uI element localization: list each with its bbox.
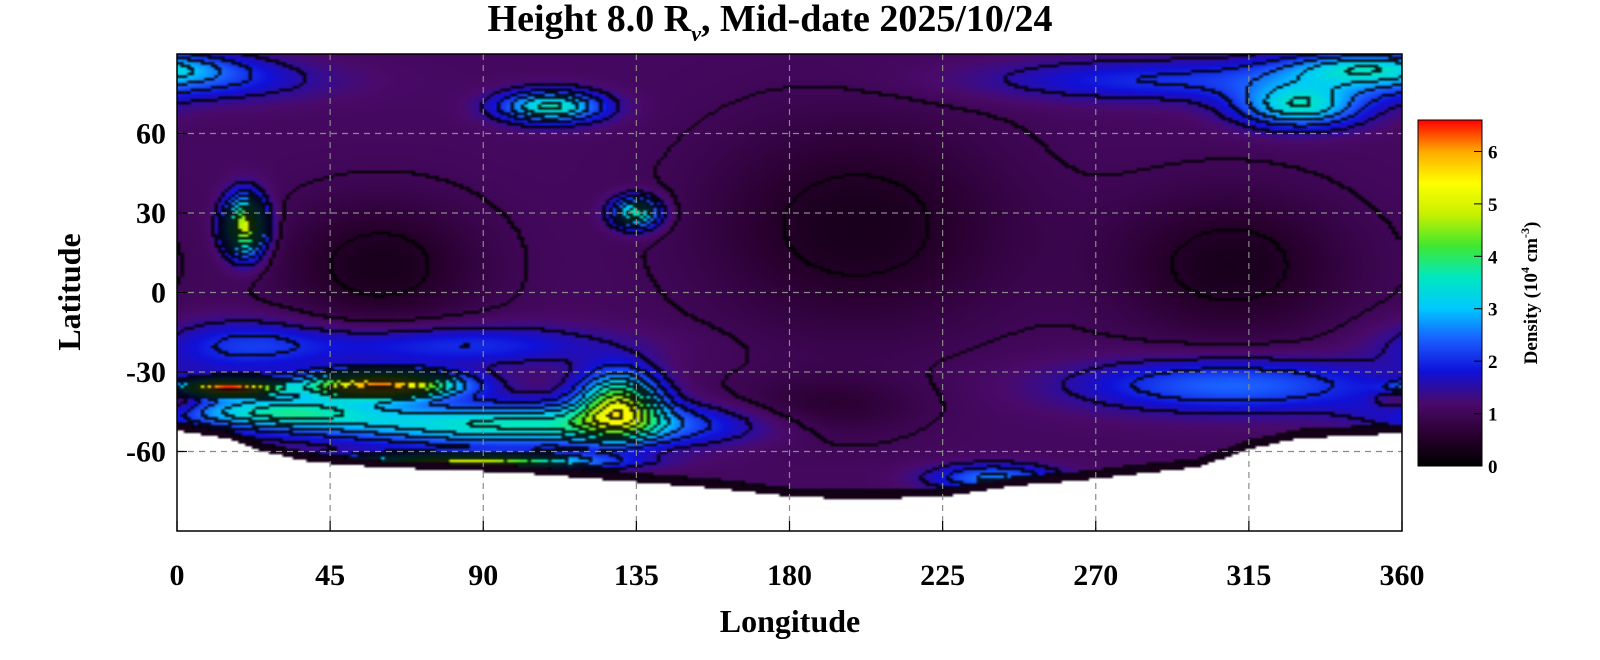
- plot-area: [176, 53, 1403, 532]
- colorbar: 0 1 2 3 4 5 6 Density (104 cm-3): [1417, 119, 1542, 478]
- x-tick-label: 45: [315, 559, 345, 592]
- colorbar-frame: [1417, 119, 1483, 467]
- colorbar-tick-label: 6: [1488, 142, 1498, 163]
- x-tick-label: 360: [1380, 559, 1425, 592]
- chart-title: Height 8.0 Rν, Mid-date 2025/10/24: [488, 0, 1053, 46]
- y-axis-ticks: 60 30 0 -30 -60: [126, 118, 187, 469]
- colorbar-tick-label: 1: [1488, 405, 1498, 426]
- colorbar-tick-label: 3: [1488, 300, 1498, 321]
- colorbar-tick-label: 4: [1488, 247, 1498, 268]
- x-tick-label: 180: [767, 559, 812, 592]
- x-tick-label: 0: [170, 559, 185, 592]
- x-tick-label: 90: [468, 559, 498, 592]
- y-tick-label: 60: [136, 118, 166, 151]
- colorbar-label: Density (104 cm-3): [1518, 222, 1542, 365]
- y-tick-label: 30: [136, 197, 166, 230]
- x-axis-label: Longitude: [720, 603, 860, 639]
- title-subscript: ν: [691, 21, 701, 46]
- x-tick-label: 225: [920, 559, 965, 592]
- y-tick-label: -60: [126, 436, 166, 469]
- y-tick-label: -30: [126, 356, 166, 389]
- colorbar-ticks: 0 1 2 3 4 5 6: [1474, 142, 1498, 478]
- colorbar-gradient: [1418, 120, 1482, 466]
- x-axis-ticks: 0 45 90 135 180 225 270 315 360: [170, 521, 1425, 592]
- colorbar-tick-label: 5: [1488, 195, 1498, 216]
- colorbar-tick-label: 0: [1488, 457, 1498, 478]
- x-tick-label: 270: [1073, 559, 1118, 592]
- y-tick-label: 0: [151, 277, 166, 310]
- y-axis-label: Latitude: [51, 233, 87, 350]
- grid: [177, 54, 1402, 531]
- x-tick-label: 135: [614, 559, 659, 592]
- colorbar-tick-label: 2: [1488, 352, 1498, 373]
- x-tick-label: 315: [1226, 559, 1271, 592]
